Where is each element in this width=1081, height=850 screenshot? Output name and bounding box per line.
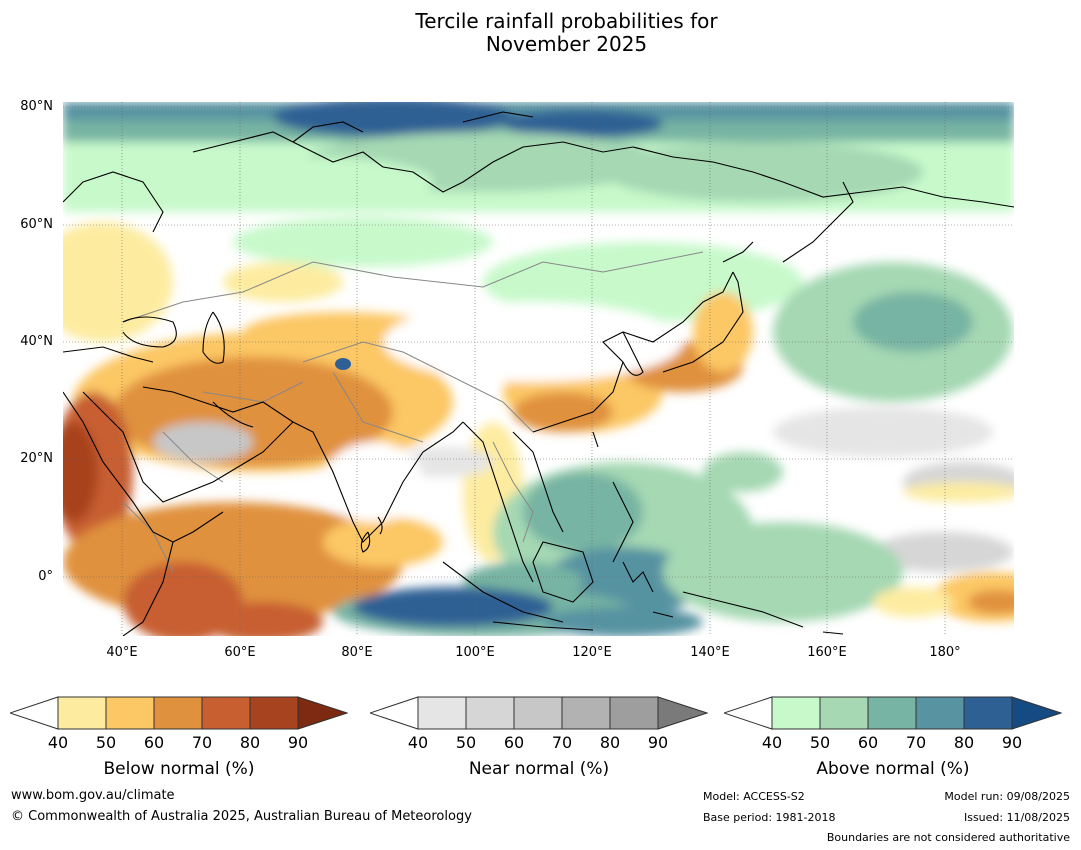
colorbar-above-swatches xyxy=(771,696,1013,730)
probability-map xyxy=(63,102,1014,636)
colorbar-swatch xyxy=(819,696,869,730)
near-tick-90: 90 xyxy=(647,733,669,752)
issued-text: Issued: 11/08/2025 xyxy=(963,811,1070,824)
lat-label-0: 0° xyxy=(38,569,53,584)
above-tick-50: 50 xyxy=(809,733,831,752)
above-tick-70: 70 xyxy=(905,733,927,752)
colorbar-below-extend xyxy=(297,696,348,730)
copyright-text: © Commonwealth of Australia 2025, Austra… xyxy=(11,809,472,824)
below-tick-70: 70 xyxy=(191,733,213,752)
lon-label-40e: 40°E xyxy=(106,645,138,660)
colorbar-below-swatches xyxy=(57,696,299,730)
lon-label-80e: 80°E xyxy=(341,645,373,660)
colorbar-near-label: Near normal (%) xyxy=(468,759,610,779)
below-tick-80: 80 xyxy=(239,733,261,752)
colorbar-swatch xyxy=(561,696,611,730)
lon-label-100e: 100°E xyxy=(455,645,495,660)
lon-label-120e: 120°E xyxy=(572,645,612,660)
above-tick-60: 60 xyxy=(857,733,879,752)
country-borders xyxy=(122,251,704,573)
colorbar-below-normal xyxy=(10,696,348,730)
probability-fill xyxy=(63,102,1014,636)
coastlines xyxy=(63,111,1014,636)
model-run-text: Model run: 09/08/2025 xyxy=(944,790,1070,803)
colorbar-swatch xyxy=(417,696,467,730)
above-tick-90: 90 xyxy=(1001,733,1023,752)
colorbar-swatch xyxy=(153,696,203,730)
colorbar-swatch xyxy=(249,696,299,730)
lat-label-80n: 80°N xyxy=(20,99,53,114)
below-tick-60: 60 xyxy=(143,733,165,752)
below-tick-40: 40 xyxy=(47,733,69,752)
near-tick-70: 70 xyxy=(551,733,573,752)
colorbar-above-normal xyxy=(724,696,1062,730)
lon-label-60e: 60°E xyxy=(224,645,256,660)
near-tick-50: 50 xyxy=(455,733,477,752)
lat-label-60n: 60°N xyxy=(20,217,53,232)
above-tick-80: 80 xyxy=(953,733,975,752)
title-line-1: Tercile rainfall probabilities for xyxy=(415,9,718,33)
lat-label-40n: 40°N xyxy=(20,334,53,349)
model-text: Model: ACCESS-S2 xyxy=(703,790,805,803)
colorbar-swatch xyxy=(963,696,1013,730)
above-tick-40: 40 xyxy=(761,733,783,752)
colorbar-swatch xyxy=(609,696,659,730)
colorbar-below-label: Below normal (%) xyxy=(103,759,255,779)
lat-label-20n: 20°N xyxy=(20,451,53,466)
lon-label-180: 180° xyxy=(929,645,961,660)
near-tick-80: 80 xyxy=(599,733,621,752)
colorbar-near-normal xyxy=(370,696,708,730)
colorbar-swatch xyxy=(915,696,965,730)
colorbar-swatch xyxy=(771,696,821,730)
colorbar-swatch xyxy=(867,696,917,730)
colorbar-swatch xyxy=(57,696,107,730)
colorbar-near-swatches xyxy=(417,696,659,730)
boundaries-note: Boundaries are not considered authoritat… xyxy=(826,831,1070,844)
near-tick-40: 40 xyxy=(407,733,429,752)
colorbar-above-label: Above normal (%) xyxy=(816,759,970,779)
colorbar-swatch xyxy=(465,696,515,730)
colorbar-near-extend xyxy=(657,696,708,730)
tibet-above-normal-spot xyxy=(335,358,351,370)
colorbar-swatch xyxy=(201,696,251,730)
lon-label-160e: 160°E xyxy=(807,645,847,660)
colorbar-above-extend xyxy=(1011,696,1062,730)
near-tick-60: 60 xyxy=(503,733,525,752)
base-period-text: Base period: 1981-2018 xyxy=(703,811,836,824)
lon-label-140e: 140°E xyxy=(690,645,730,660)
graticule xyxy=(63,102,1014,636)
title-line-2: November 2025 xyxy=(485,32,648,56)
colorbar-swatch xyxy=(105,696,155,730)
map-svg xyxy=(63,102,1014,636)
map-title: Tercile rainfall probabilities for Novem… xyxy=(0,10,1081,56)
website-link[interactable]: www.bom.gov.au/climate xyxy=(11,788,175,803)
colorbar-swatch xyxy=(513,696,563,730)
below-tick-50: 50 xyxy=(95,733,117,752)
below-tick-90: 90 xyxy=(287,733,309,752)
